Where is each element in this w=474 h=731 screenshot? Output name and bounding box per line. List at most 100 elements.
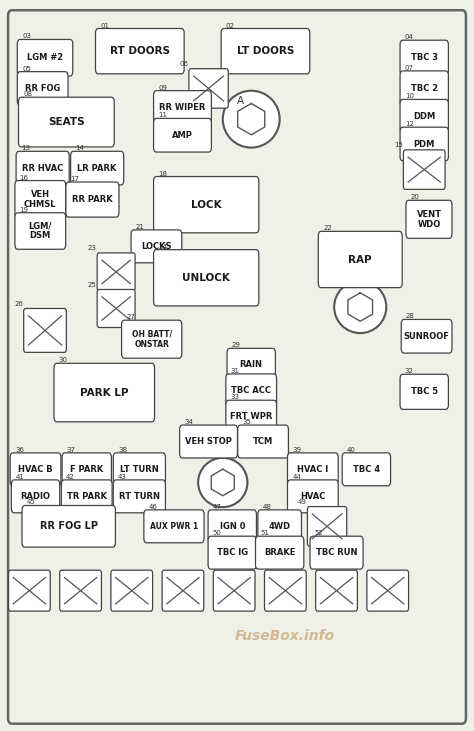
Text: LGM/
DSM: LGM/ DSM	[28, 221, 52, 240]
Text: 38: 38	[118, 447, 127, 452]
Text: BRAKE: BRAKE	[264, 548, 295, 557]
Text: 01: 01	[100, 23, 109, 29]
Text: PARK LP: PARK LP	[80, 387, 128, 398]
Text: 49: 49	[298, 499, 307, 505]
FancyBboxPatch shape	[62, 453, 111, 486]
Text: 35: 35	[242, 419, 251, 425]
FancyBboxPatch shape	[400, 99, 448, 133]
FancyBboxPatch shape	[221, 29, 310, 74]
Text: 32: 32	[405, 368, 414, 374]
Text: RADIO: RADIO	[20, 492, 51, 501]
FancyBboxPatch shape	[342, 453, 391, 486]
Text: TBC 3: TBC 3	[411, 53, 438, 62]
Text: 34: 34	[184, 419, 193, 425]
Ellipse shape	[334, 281, 386, 333]
Text: LOCKS: LOCKS	[141, 242, 172, 251]
Text: LOCK: LOCK	[191, 200, 221, 210]
Text: 19: 19	[20, 207, 28, 213]
Text: 27: 27	[126, 314, 135, 320]
Text: LT DOORS: LT DOORS	[237, 46, 294, 56]
Text: A: A	[237, 96, 244, 106]
Text: RAP: RAP	[348, 254, 372, 265]
FancyBboxPatch shape	[121, 320, 182, 358]
Text: 47: 47	[213, 504, 222, 510]
Text: VENT
WDO: VENT WDO	[417, 210, 441, 229]
FancyBboxPatch shape	[180, 425, 237, 458]
FancyBboxPatch shape	[113, 480, 165, 513]
Text: 22: 22	[323, 225, 332, 231]
FancyBboxPatch shape	[227, 349, 275, 382]
Text: 46: 46	[148, 504, 157, 510]
Text: 03: 03	[22, 34, 31, 39]
Text: 13: 13	[21, 145, 30, 151]
Text: SUNROOF: SUNROOF	[404, 332, 449, 341]
FancyBboxPatch shape	[237, 425, 288, 458]
Text: 06: 06	[180, 61, 189, 67]
FancyBboxPatch shape	[113, 453, 165, 486]
FancyBboxPatch shape	[403, 150, 445, 189]
Text: IGN 0: IGN 0	[219, 522, 245, 531]
FancyBboxPatch shape	[367, 570, 409, 611]
FancyBboxPatch shape	[319, 231, 402, 287]
FancyBboxPatch shape	[154, 250, 259, 306]
Text: 17: 17	[71, 176, 80, 182]
Text: RAIN: RAIN	[240, 360, 263, 369]
FancyBboxPatch shape	[111, 570, 153, 611]
Text: 24: 24	[158, 243, 167, 250]
FancyBboxPatch shape	[226, 374, 277, 406]
FancyBboxPatch shape	[310, 537, 363, 569]
FancyBboxPatch shape	[154, 177, 259, 232]
Text: 43: 43	[118, 474, 127, 480]
FancyBboxPatch shape	[8, 10, 466, 724]
Text: 23: 23	[88, 246, 97, 251]
Text: RR FOG: RR FOG	[25, 84, 60, 93]
FancyBboxPatch shape	[208, 537, 256, 569]
Text: FuseBox.info: FuseBox.info	[234, 629, 335, 643]
FancyBboxPatch shape	[16, 151, 69, 185]
Text: 45: 45	[27, 499, 36, 506]
Text: 20: 20	[410, 194, 419, 200]
Text: TBC 5: TBC 5	[410, 387, 438, 396]
FancyBboxPatch shape	[9, 570, 50, 611]
FancyBboxPatch shape	[71, 151, 124, 185]
Text: 31: 31	[231, 368, 239, 374]
Text: RR FOG LP: RR FOG LP	[40, 521, 98, 531]
FancyBboxPatch shape	[60, 570, 101, 611]
Text: 29: 29	[232, 342, 241, 349]
FancyBboxPatch shape	[95, 29, 184, 74]
Text: TCM: TCM	[253, 437, 273, 446]
Text: 36: 36	[15, 447, 24, 452]
Text: 08: 08	[23, 91, 32, 97]
Text: VEH STOP: VEH STOP	[185, 437, 232, 446]
Text: 51: 51	[260, 530, 269, 537]
FancyBboxPatch shape	[400, 127, 448, 161]
Text: PDM: PDM	[413, 140, 435, 148]
FancyBboxPatch shape	[406, 200, 452, 238]
FancyBboxPatch shape	[15, 213, 65, 249]
FancyBboxPatch shape	[316, 570, 357, 611]
Text: 25: 25	[88, 282, 97, 288]
Text: DDM: DDM	[413, 112, 435, 121]
FancyBboxPatch shape	[97, 253, 135, 291]
FancyBboxPatch shape	[54, 363, 155, 422]
FancyBboxPatch shape	[287, 453, 338, 486]
Text: FRT WPR: FRT WPR	[230, 412, 273, 421]
Text: RR WIPER: RR WIPER	[159, 103, 206, 112]
FancyBboxPatch shape	[401, 319, 452, 353]
Text: 05: 05	[22, 66, 31, 72]
Text: VEH
CHMSL: VEH CHMSL	[24, 190, 56, 209]
FancyBboxPatch shape	[66, 182, 119, 217]
Text: F PARK: F PARK	[70, 465, 103, 474]
FancyBboxPatch shape	[18, 97, 114, 147]
Text: TBC ACC: TBC ACC	[231, 386, 271, 395]
Text: 12: 12	[405, 121, 414, 127]
FancyBboxPatch shape	[226, 401, 277, 433]
Text: 42: 42	[66, 474, 75, 480]
Text: 09: 09	[158, 85, 167, 91]
FancyBboxPatch shape	[17, 39, 73, 76]
FancyBboxPatch shape	[400, 71, 448, 106]
Text: 50: 50	[213, 530, 222, 537]
FancyBboxPatch shape	[15, 181, 65, 219]
Text: 40: 40	[347, 447, 356, 452]
Text: LT TURN: LT TURN	[120, 465, 159, 474]
